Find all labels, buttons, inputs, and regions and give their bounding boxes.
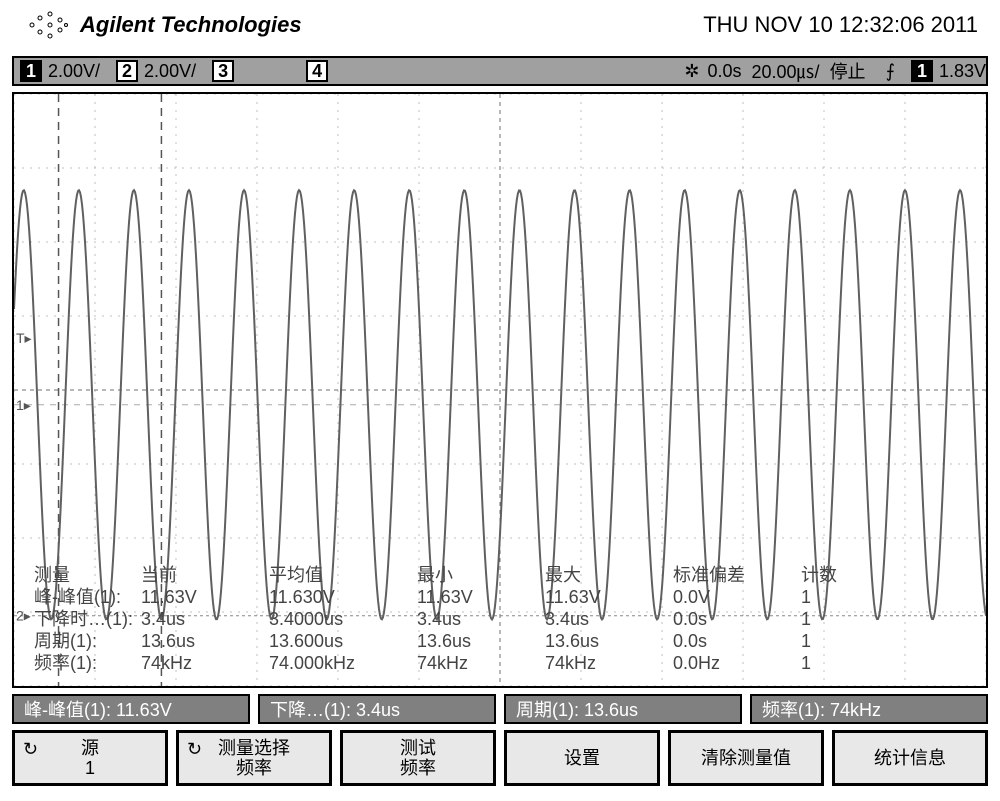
summary-freq[interactable]: 频率(1): 74kHz	[750, 694, 988, 724]
softkey-label: 测试	[400, 738, 436, 758]
softkey-label: 源	[81, 738, 99, 758]
svg-text:2▸: 2▸	[16, 608, 31, 624]
measurement-overlay: 测量当前平均值最小最大标准偏差计数峰-峰值(1):11.63V11.630V11…	[34, 564, 869, 674]
softkey-sublabel: 频率	[400, 758, 436, 778]
softkey-label: 清除测量值	[701, 748, 791, 768]
brand-label: Agilent Technologies	[80, 12, 302, 38]
header-bar: Agilent Technologies THU NOV 10 12:32:06…	[0, 0, 1000, 50]
ch1-indicator[interactable]: 1	[20, 60, 42, 82]
cycle-icon: ↻	[187, 739, 202, 759]
softkey-row: ↻ 源 1 ↻ 测量选择 频率 测试 频率 设置 清除测量值 统计信息	[12, 730, 988, 786]
softkey-measure-select[interactable]: ↻ 测量选择 频率	[176, 730, 332, 786]
ch4-indicator[interactable]: 4	[306, 60, 328, 82]
trigger-ch[interactable]: 1	[911, 60, 933, 82]
svg-text:T▸: T▸	[16, 330, 32, 346]
ch3-indicator[interactable]: 3	[212, 60, 234, 82]
ch2-indicator[interactable]: 2	[116, 60, 138, 82]
softkey-stats[interactable]: 统计信息	[832, 730, 988, 786]
summary-fall[interactable]: 下降…(1): 3.4us	[258, 694, 496, 724]
trigger-level[interactable]: 1.83V	[939, 61, 986, 82]
ch1-scale[interactable]: 2.00V/	[48, 61, 100, 82]
summary-bar: 峰-峰值(1): 11.63V 下降…(1): 3.4us 周期(1): 13.…	[12, 694, 988, 724]
trigger-edge-icon: ⨍	[886, 61, 895, 82]
softkey-sublabel: 频率	[236, 758, 272, 778]
waveform-display[interactable]: T▸ 1▸ 2▸ 测量当前平均值最小最大标准偏差计数峰-峰值(1):11.63V11…	[12, 92, 988, 688]
softkey-clear[interactable]: 清除测量值	[668, 730, 824, 786]
softkey-measure[interactable]: 测试 频率	[340, 730, 496, 786]
cycle-icon: ↻	[23, 739, 38, 759]
run-state[interactable]: 停止	[830, 58, 866, 84]
ch2-scale[interactable]: 2.00V/	[144, 61, 196, 82]
softkey-label: 设置	[564, 748, 600, 768]
time-div[interactable]: 20.00㎲/	[752, 58, 820, 84]
softkey-label: 测量选择	[218, 738, 290, 758]
svg-text:1▸: 1▸	[16, 397, 31, 413]
softkey-sublabel: 1	[85, 758, 95, 778]
agilent-logo-icon	[22, 8, 68, 42]
summary-pkpk[interactable]: 峰-峰值(1): 11.63V	[12, 694, 250, 724]
time-pos[interactable]: 0.0s	[707, 61, 741, 82]
summary-period[interactable]: 周期(1): 13.6us	[504, 694, 742, 724]
status-bar: 1 2.00V/ 2 2.00V/ 3 4 ✲ 0.0s 20.00㎲/ 停止 …	[12, 56, 988, 86]
timestamp-label: THU NOV 10 12:32:06 2011	[703, 12, 978, 38]
softkey-settings[interactable]: 设置	[504, 730, 660, 786]
softkey-label: 统计信息	[874, 748, 946, 768]
softkey-source[interactable]: ↻ 源 1	[12, 730, 168, 786]
